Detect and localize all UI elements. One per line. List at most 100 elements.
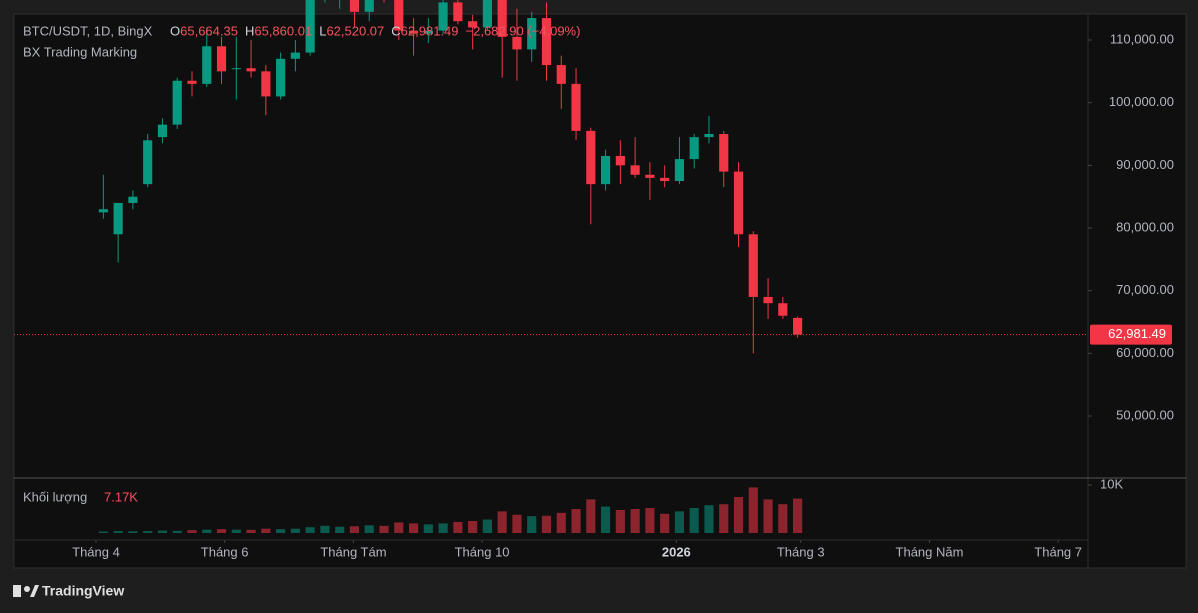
volume-bar xyxy=(290,528,300,533)
x-tick-label: Tháng 6 xyxy=(201,544,249,559)
volume-tick-label: 10K xyxy=(1100,476,1123,491)
candle-body xyxy=(778,303,788,316)
volume-label: Khối lượng xyxy=(23,489,87,504)
candle-body xyxy=(645,174,655,178)
chart-frame xyxy=(13,13,1187,569)
candle-body xyxy=(305,0,315,53)
y-tick-label: 110,000.00 xyxy=(1110,31,1174,46)
volume-bar xyxy=(630,509,640,533)
symbol[interactable]: BTC/USDT, 1D, BingX xyxy=(23,23,153,38)
brand: TradingView xyxy=(42,583,124,599)
candle-body xyxy=(394,0,404,31)
candle-body xyxy=(793,317,803,335)
header-o: O xyxy=(170,23,180,38)
y-tick-label: 100,000.00 xyxy=(1109,94,1174,109)
x-tick-label: Tháng 4 xyxy=(72,544,120,559)
candle-body xyxy=(719,134,729,172)
volume-bar xyxy=(482,519,492,533)
candle-body xyxy=(290,52,300,59)
volume-bar xyxy=(143,531,153,533)
candle-body xyxy=(527,18,537,50)
x-tick-label: 2026 xyxy=(662,544,691,559)
candle-body xyxy=(512,36,522,50)
candle-body xyxy=(157,124,168,138)
candle-body xyxy=(615,155,625,166)
candle-body xyxy=(763,296,773,304)
candle-body xyxy=(571,83,581,131)
candle-body xyxy=(733,171,744,235)
candle-body xyxy=(674,159,685,182)
header-low: 62,520.07 xyxy=(326,23,384,38)
volume-bar xyxy=(660,513,670,533)
volume-bar xyxy=(320,525,330,533)
candle-body xyxy=(276,58,286,97)
header-h: H xyxy=(245,23,254,38)
volume-bar xyxy=(261,528,271,533)
candle-body xyxy=(748,234,758,297)
volume-bar xyxy=(98,531,108,533)
candle-body xyxy=(128,196,138,203)
candle-body xyxy=(630,165,640,175)
candle-body xyxy=(246,68,256,72)
volume-bar xyxy=(349,526,360,533)
x-tick-label: Tháng 7 xyxy=(1034,544,1082,559)
volume-bar xyxy=(748,487,758,533)
candle-body xyxy=(216,46,227,72)
volume-bar xyxy=(276,529,286,533)
candle-body xyxy=(586,130,596,185)
volume-bar xyxy=(438,523,448,533)
candle-body xyxy=(438,2,448,31)
volume-bar xyxy=(512,514,522,533)
volume-bar xyxy=(423,524,433,533)
volume-bar xyxy=(187,530,197,533)
candle-body xyxy=(704,134,714,138)
y-tick-label: 70,000.00 xyxy=(1116,282,1174,297)
volume-bar xyxy=(379,525,389,533)
x-tick-label: Tháng Năm xyxy=(896,544,964,559)
volume-bar xyxy=(556,512,566,533)
volume-bar xyxy=(128,531,138,533)
candle-body xyxy=(231,68,241,70)
volume-bar xyxy=(600,506,611,533)
y-tick-label: 50,000.00 xyxy=(1116,407,1174,422)
candle-body xyxy=(261,71,271,97)
volume-bar xyxy=(778,504,788,533)
volume-bar xyxy=(793,498,803,533)
header-high: 65,860.01 xyxy=(254,23,312,38)
volume-bar xyxy=(645,508,655,533)
candle-body xyxy=(541,18,552,66)
candle-body xyxy=(143,140,153,185)
volume-bar xyxy=(364,525,374,533)
header-change: −2,682.90 (−4.09%) xyxy=(466,23,581,38)
volume-bar xyxy=(305,527,315,533)
candle-body xyxy=(98,209,108,213)
volume-bar xyxy=(202,529,212,533)
candle-body xyxy=(202,46,212,84)
x-tick-label: Tháng Tám xyxy=(320,544,386,559)
y-tick-label: 60,000.00 xyxy=(1116,345,1174,360)
volume-bar xyxy=(674,511,685,533)
header-c: C xyxy=(391,23,400,38)
last-price-tag-bg xyxy=(1090,324,1172,345)
volume-bar xyxy=(541,515,552,533)
x-tick-label: Tháng 3 xyxy=(777,544,825,559)
volume-bar xyxy=(704,505,714,533)
candle-body xyxy=(689,137,699,160)
brand-logo xyxy=(13,585,39,597)
candle-body xyxy=(349,0,360,12)
volume-bar xyxy=(231,529,241,533)
candle-body xyxy=(364,0,374,12)
volume-bar xyxy=(615,509,625,533)
volume-bar xyxy=(497,511,507,533)
volume-bar xyxy=(453,521,463,533)
volume-bar xyxy=(408,523,419,533)
volume-bar xyxy=(113,531,123,533)
candle-body xyxy=(187,80,197,84)
header-last: 62,981.49 xyxy=(401,23,459,38)
volume-bar xyxy=(571,509,581,533)
candle-body xyxy=(423,30,433,34)
indicator-name[interactable]: BX Trading Marking xyxy=(23,44,137,59)
candle-body xyxy=(482,0,492,28)
x-tick-label: Tháng 10 xyxy=(455,544,510,559)
